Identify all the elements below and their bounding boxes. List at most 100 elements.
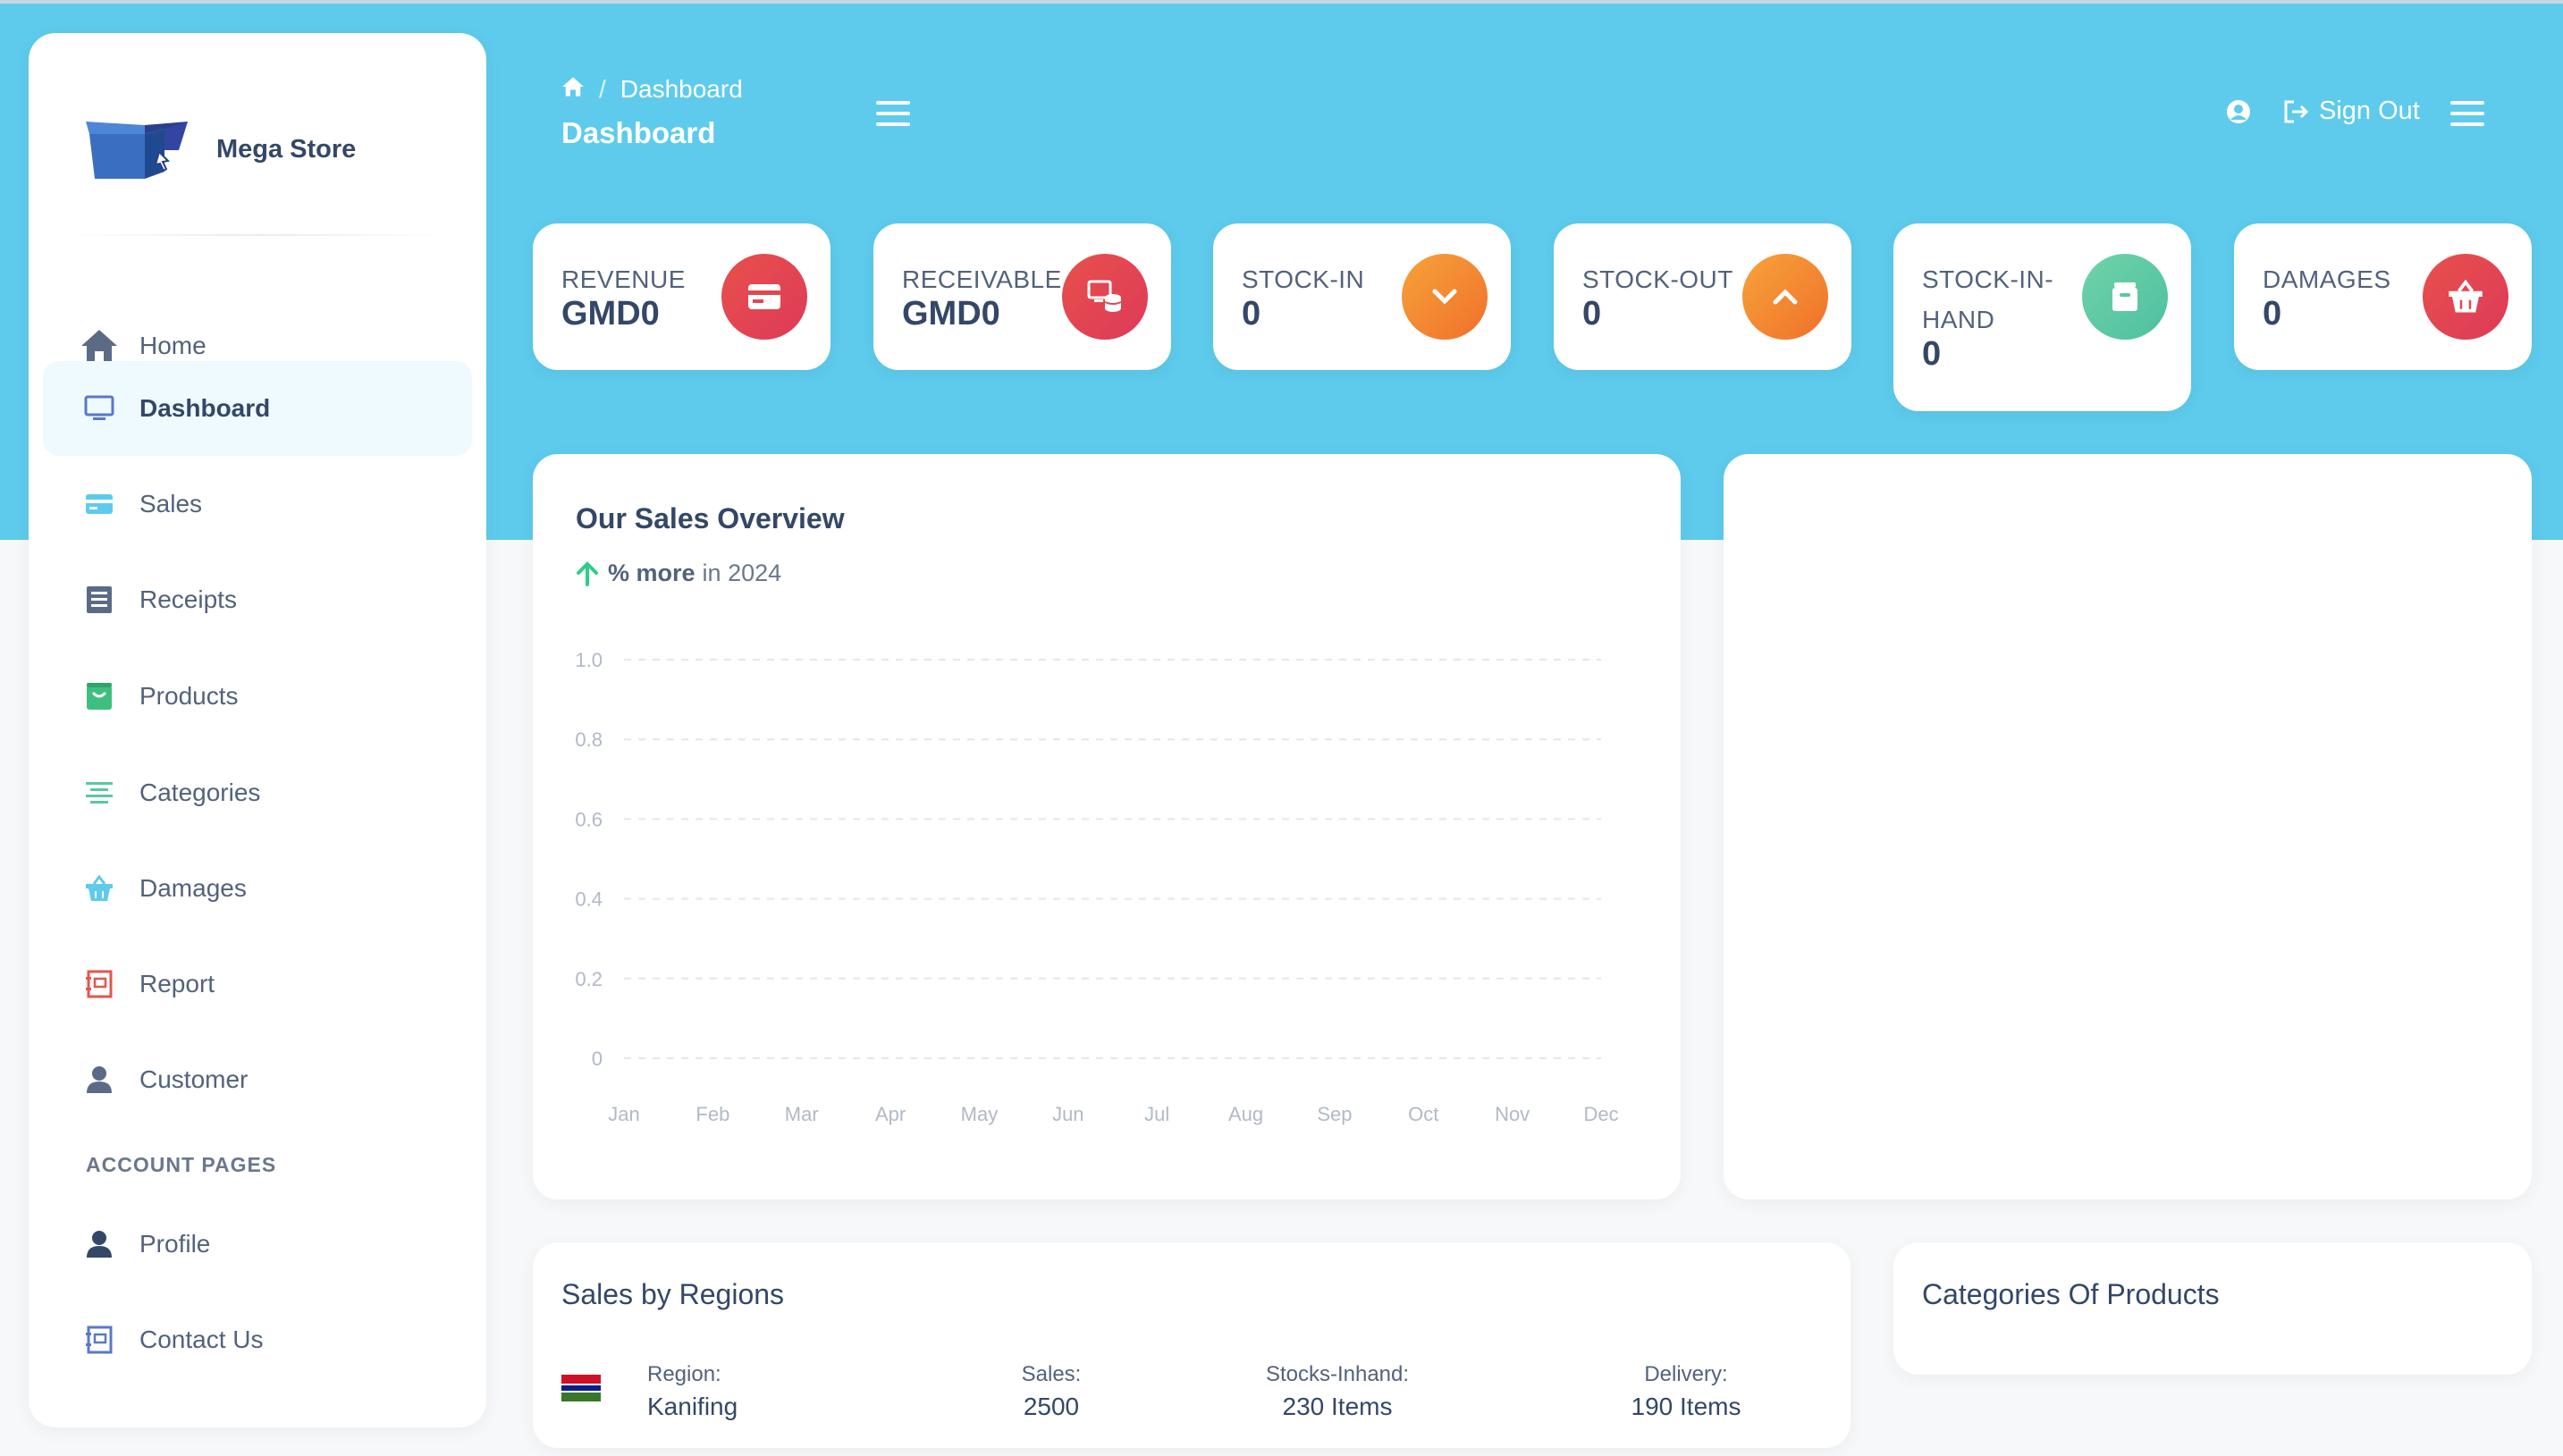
chart-subtitle-text: in 2024 bbox=[702, 560, 782, 586]
home-icon[interactable] bbox=[561, 75, 585, 104]
x-tick-label: Jan bbox=[608, 1103, 639, 1125]
y-tick-label: 1.0 bbox=[575, 649, 603, 671]
basket-icon bbox=[79, 868, 120, 909]
x-tick-label: Mar bbox=[785, 1103, 819, 1125]
credit-card-icon bbox=[721, 254, 807, 340]
empty-widget-card bbox=[1724, 454, 2532, 1199]
sales-line-chart: 1.0 0.8 0.6 0.4 0.2 0 Jan Feb Mar Apr May Jun Jul Aug… bbox=[575, 649, 1618, 1125]
stat-value: GMD0 bbox=[902, 295, 1000, 332]
home-icon bbox=[79, 325, 120, 366]
sales-label: Sales: bbox=[1021, 1362, 1082, 1386]
y-tick-label: 0 bbox=[592, 1048, 603, 1070]
app-name: Mega Store bbox=[216, 134, 357, 164]
bag-icon bbox=[79, 676, 120, 717]
stat-label: DAMAGES bbox=[2263, 265, 2391, 293]
sales-overview-card: Our Sales Overview % more in 2024 1.0 0.8… bbox=[533, 454, 1681, 1199]
user-icon bbox=[79, 1224, 120, 1265]
sidebar-toggle-menu-icon[interactable] bbox=[876, 101, 910, 128]
credit-card-icon bbox=[79, 484, 120, 525]
contact-icon bbox=[79, 1319, 120, 1360]
window-top-line bbox=[0, 0, 2563, 4]
x-tick-label: Sep bbox=[1317, 1103, 1352, 1125]
x-tick-label: Nov bbox=[1495, 1103, 1530, 1125]
region-column: Region: Kanifing bbox=[647, 1362, 738, 1421]
chevron-down-icon bbox=[1402, 254, 1488, 340]
breadcrumb-current: Dashboard bbox=[620, 75, 743, 103]
brand[interactable]: Mega Store bbox=[82, 96, 356, 203]
sidebar-item-label: Report bbox=[139, 970, 215, 997]
chevron-up-icon bbox=[1742, 254, 1828, 340]
stat-label-line2: HAND bbox=[1922, 306, 1995, 333]
breadcrumb-separator: / bbox=[599, 75, 606, 103]
sidebar-item-label: Categories bbox=[139, 778, 261, 806]
section-title-account: ACCOUNT PAGES bbox=[86, 1153, 277, 1176]
sign-out-button[interactable]: Sign Out bbox=[2283, 97, 2420, 126]
x-tick-label: Oct bbox=[1408, 1103, 1438, 1125]
y-tick-label: 0.4 bbox=[575, 888, 603, 911]
basket-icon bbox=[2423, 254, 2508, 340]
receipt-icon bbox=[79, 579, 120, 620]
user-circle-icon[interactable] bbox=[2226, 99, 2251, 124]
sidebar: Mega Store Home Dashboard Sales Receipts… bbox=[29, 33, 486, 1427]
stat-value: 0 bbox=[1582, 295, 1602, 332]
stat-card-stock-in[interactable]: STOCK-IN 0 bbox=[1213, 223, 1511, 370]
sales-by-regions-card: Sales by Regions Region: Kanifing Sales:… bbox=[533, 1242, 1851, 1448]
stat-value: 0 bbox=[1242, 295, 1261, 332]
stat-value: 0 bbox=[2263, 295, 2282, 332]
sidebar-item-home[interactable]: Home bbox=[43, 299, 472, 393]
sidebar-item-damages[interactable]: Damages bbox=[43, 841, 472, 936]
store-logo-icon bbox=[86, 122, 188, 179]
report-icon bbox=[79, 964, 120, 1005]
region-value: Kanifing bbox=[647, 1393, 738, 1420]
sidebar-item-label: Profile bbox=[139, 1230, 211, 1258]
stat-card-stock-in-hand[interactable]: STOCK-IN- HAND 0 bbox=[1893, 223, 2191, 411]
regions-title: Sales by Regions bbox=[561, 1278, 785, 1310]
sidebar-item-dashboard[interactable]: Dashboard bbox=[43, 361, 472, 456]
chart-title: Our Sales Overview bbox=[576, 502, 845, 534]
sidebar-item-products[interactable]: Products bbox=[43, 649, 472, 744]
list-icon bbox=[79, 772, 120, 813]
stat-label: STOCK-IN- HAND bbox=[1922, 259, 2053, 340]
y-tick-label: 0.2 bbox=[575, 968, 603, 990]
sidebar-item-label: Sales bbox=[139, 490, 203, 518]
x-tick-label: May bbox=[961, 1103, 999, 1125]
stat-card-receivable[interactable]: RECEIVABLE GMD0 bbox=[873, 223, 1171, 370]
stocks-value: 230 Items bbox=[1282, 1393, 1393, 1420]
region-label: Region: bbox=[647, 1362, 721, 1386]
x-tick-label: Apr bbox=[875, 1103, 906, 1125]
stat-card-revenue[interactable]: REVENUE GMD0 bbox=[533, 223, 830, 370]
categories-card-title: Categories Of Products bbox=[1922, 1278, 2220, 1310]
delivery-label: Delivery: bbox=[1644, 1362, 1728, 1386]
stocks-column: Stocks-Inhand: 230 Items bbox=[1230, 1362, 1445, 1421]
delivery-column: Delivery: 190 Items bbox=[1588, 1362, 1784, 1421]
sidebar-item-label: Home bbox=[139, 332, 207, 359]
stat-card-damages[interactable]: DAMAGES 0 bbox=[2234, 223, 2532, 370]
page-title: Dashboard bbox=[561, 116, 716, 149]
sign-out-icon bbox=[2283, 99, 2310, 124]
sales-value: 2500 bbox=[1023, 1393, 1080, 1420]
sidebar-item-sales[interactable]: Sales bbox=[43, 457, 472, 551]
sidebar-item-receipts[interactable]: Receipts bbox=[43, 552, 472, 647]
divider bbox=[64, 234, 451, 236]
sidebar-item-label: Products bbox=[139, 682, 239, 710]
sidebar-item-categories[interactable]: Categories bbox=[43, 745, 472, 840]
stat-value: 0 bbox=[1922, 335, 1942, 373]
x-tick-label: Feb bbox=[696, 1103, 729, 1125]
stat-card-stock-out[interactable]: STOCK-OUT 0 bbox=[1554, 223, 1851, 370]
sidebar-item-profile[interactable]: Profile bbox=[43, 1197, 472, 1292]
menu-icon[interactable] bbox=[2450, 101, 2484, 128]
categories-of-products-card: Categories Of Products bbox=[1893, 1242, 2532, 1375]
stat-value: GMD0 bbox=[561, 295, 660, 332]
y-tick-label: 0.6 bbox=[575, 808, 603, 830]
delivery-value: 190 Items bbox=[1631, 1393, 1741, 1420]
chart-subtitle-highlight: % more bbox=[608, 560, 696, 586]
stat-label-line1: STOCK-IN- bbox=[1922, 265, 2054, 293]
user-icon bbox=[79, 1059, 120, 1100]
y-tick-label: 0.8 bbox=[575, 728, 603, 751]
sidebar-item-report[interactable]: Report bbox=[43, 937, 472, 1031]
sidebar-item-contact-us[interactable]: Contact Us bbox=[43, 1292, 472, 1387]
sidebar-item-customer[interactable]: Customer bbox=[43, 1032, 472, 1127]
gambia-flag-icon bbox=[561, 1375, 601, 1401]
sidebar-item-label: Damages bbox=[139, 874, 247, 902]
sidebar-item-label: Customer bbox=[139, 1065, 249, 1093]
